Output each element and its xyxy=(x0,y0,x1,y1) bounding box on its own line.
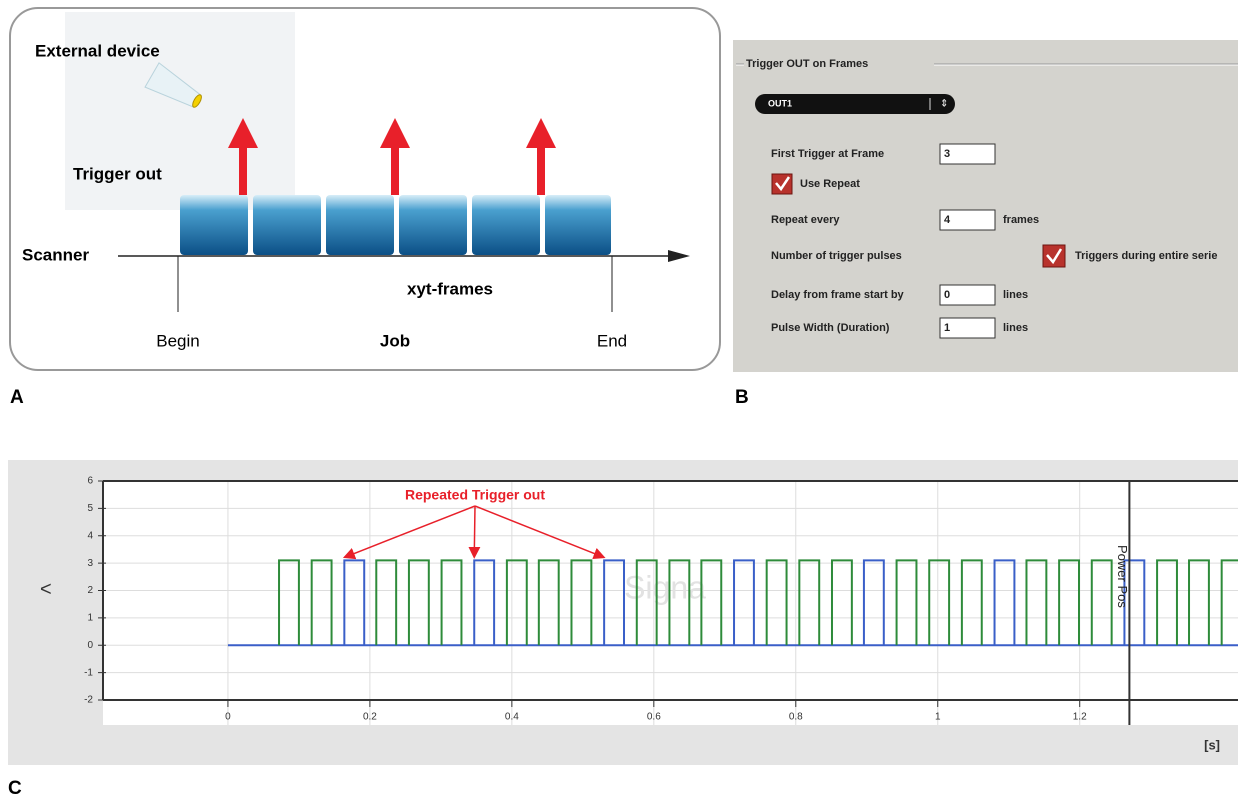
select-icon: ⇕ xyxy=(940,99,948,110)
trigger-arrows xyxy=(228,118,556,195)
pulse xyxy=(440,559,463,646)
unit: lines xyxy=(1003,289,1028,301)
group-title-bg xyxy=(744,57,934,71)
pulse xyxy=(310,559,333,646)
x-tick-label: 1.2 xyxy=(1073,712,1087,723)
unit: frames xyxy=(1003,214,1039,226)
device-icon xyxy=(144,62,202,108)
device-area xyxy=(65,12,295,210)
begin: Begin xyxy=(156,331,199,350)
y-tick-label: 3 xyxy=(87,558,93,569)
pulse xyxy=(635,559,658,646)
annotation-arrow xyxy=(342,505,476,560)
x-tick-label: 0.6 xyxy=(647,712,661,723)
y-tick-label: -2 xyxy=(84,695,93,706)
y-tick-label: -1 xyxy=(84,667,93,678)
pulse xyxy=(570,559,593,646)
group-title: Trigger OUT on Frames xyxy=(746,58,868,70)
input[interactable] xyxy=(939,209,996,231)
y-tick-label: 0 xyxy=(87,640,93,651)
pulse xyxy=(960,559,983,646)
x-tick-label: 0.2 xyxy=(363,712,377,723)
y-tick-label: 1 xyxy=(87,613,93,624)
unit: lines xyxy=(1003,322,1028,334)
output: OUT1 xyxy=(768,98,792,108)
frames-label: xyt-frames xyxy=(407,279,493,298)
pulse xyxy=(375,559,398,646)
pulse xyxy=(862,559,885,646)
pulse xyxy=(473,559,496,646)
pulse xyxy=(603,559,626,646)
field-label: First Trigger at Frame xyxy=(771,148,884,160)
pulse xyxy=(928,559,951,646)
x-tick-label: 0.4 xyxy=(505,712,519,723)
y-tick-label: 5 xyxy=(87,503,93,514)
pulse xyxy=(1220,559,1238,646)
field-label: Number of trigger pulses xyxy=(771,250,902,262)
checkbox-label: Triggers during entire serie xyxy=(1075,250,1217,262)
check-mark xyxy=(1046,248,1063,265)
cursor-label: Power Pos xyxy=(1115,545,1130,608)
pulse xyxy=(1090,559,1113,646)
field-label: Repeat every xyxy=(771,214,840,226)
y-tick-label: 6 xyxy=(87,476,93,487)
panel-label: A xyxy=(10,387,24,408)
checkbox-label: Use Repeat xyxy=(800,178,860,190)
pulse xyxy=(733,559,755,646)
pulse xyxy=(668,559,691,646)
pulse xyxy=(407,559,430,646)
pulse xyxy=(278,559,300,646)
pulse xyxy=(700,559,723,646)
input[interactable] xyxy=(939,143,996,165)
plot-area xyxy=(103,481,1238,725)
panel-label: C xyxy=(8,778,22,799)
x-unit: [s] xyxy=(1204,737,1220,752)
trigger-out: Trigger out xyxy=(73,164,162,183)
pulse xyxy=(505,559,528,646)
y-tick-label: 4 xyxy=(87,530,93,541)
pulse xyxy=(343,559,366,646)
x-tick-label: 0 xyxy=(225,712,231,723)
x-tick-label: 1 xyxy=(935,712,941,723)
pulse xyxy=(798,559,821,646)
y-tick-label: 2 xyxy=(87,585,93,596)
pulse xyxy=(1058,559,1081,646)
pulse xyxy=(765,559,788,646)
pulse xyxy=(537,559,560,646)
x-tick-label: 0.8 xyxy=(789,712,803,723)
field-value: 0 xyxy=(944,289,950,301)
check-mark xyxy=(775,176,791,192)
annotation-arrow xyxy=(468,505,481,559)
pulse xyxy=(1156,559,1178,646)
annotation: Repeated Trigger out xyxy=(405,487,545,503)
job: Job xyxy=(380,331,410,350)
pulse xyxy=(1123,559,1146,646)
field-value: 3 xyxy=(944,148,950,160)
field-label: Delay from frame start by xyxy=(771,289,905,301)
field-label: Pulse Width (Duration) xyxy=(771,322,890,334)
output-select[interactable] xyxy=(755,94,955,114)
pulse xyxy=(1188,559,1210,646)
scanner: Scanner xyxy=(22,245,89,264)
field-value: 1 xyxy=(944,322,950,334)
nav-button[interactable]: < xyxy=(40,578,52,600)
pulse xyxy=(993,559,1016,646)
annotation-arrow xyxy=(474,505,606,560)
external-device: External device xyxy=(35,41,160,60)
pulse xyxy=(1025,559,1048,646)
pulse xyxy=(895,559,918,646)
end: End xyxy=(597,331,627,350)
frames xyxy=(180,195,611,255)
axis-arrow xyxy=(668,250,690,262)
field-value: 4 xyxy=(944,214,951,226)
pulse xyxy=(830,559,853,646)
input[interactable] xyxy=(939,317,996,339)
input[interactable] xyxy=(939,284,996,306)
axes: 0 0.2 0.4 0.6 0.8 1 1.2 -2 -1 0 1 2 3 4 5 6 xyxy=(84,476,1238,723)
panel-label: B xyxy=(735,387,749,408)
